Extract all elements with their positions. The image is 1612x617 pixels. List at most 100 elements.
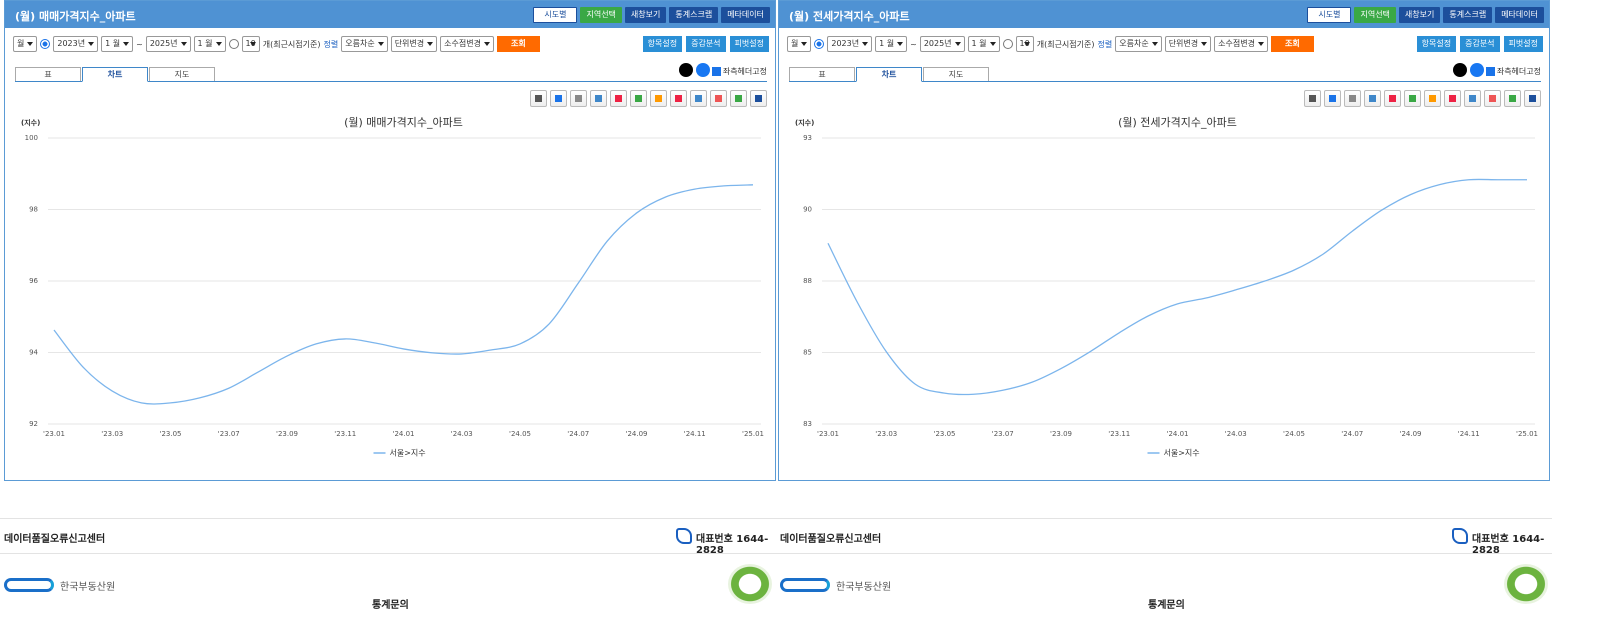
select[interactable]: 2023년	[53, 36, 99, 52]
tool-button[interactable]	[1304, 90, 1321, 107]
tool-icon	[1509, 95, 1516, 102]
search-button[interactable]: 조회	[496, 36, 540, 52]
select[interactable]: 단위변경	[390, 36, 438, 52]
x-tick-label: '23.05	[160, 430, 182, 438]
header-button[interactable]: 통계스크랩	[669, 7, 719, 23]
select[interactable]: 1 월	[875, 36, 908, 52]
phone-icon	[676, 528, 692, 544]
select[interactable]: 월	[787, 36, 812, 52]
side-button[interactable]: 항목설정	[642, 36, 683, 52]
tab[interactable]: 표	[789, 67, 855, 81]
tool-icon	[555, 95, 562, 102]
tool-button[interactable]	[1364, 90, 1381, 107]
tab[interactable]: 지도	[923, 67, 989, 81]
tool-button[interactable]	[710, 90, 727, 107]
select[interactable]: 10	[241, 36, 260, 52]
select[interactable]: 2025년	[145, 36, 191, 52]
tool-button[interactable]	[570, 90, 587, 107]
radio[interactable]	[814, 39, 825, 49]
tool-button[interactable]	[650, 90, 667, 107]
tab[interactable]: 차트	[856, 67, 922, 82]
radio[interactable]	[40, 39, 51, 49]
tab[interactable]: 지도	[149, 67, 215, 81]
tool-button[interactable]	[590, 90, 607, 107]
y-axis-label: (지수)	[795, 118, 814, 127]
label: 개(최근시점기준)	[262, 39, 321, 49]
radio[interactable]	[1002, 39, 1013, 49]
chart: (월) 매매가격지수_아파트 (지수) 92 94 96 98 100 '23.01 '23.0…	[21, 116, 764, 458]
tool-button[interactable]	[1464, 90, 1481, 107]
side-button[interactable]: 증감분석	[1460, 36, 1500, 52]
inquiry: 통계문의	[1148, 600, 1185, 611]
x-tick-label: '23.03	[875, 430, 897, 438]
checkbox[interactable]	[711, 67, 721, 76]
tool-button[interactable]	[610, 90, 627, 107]
tool-icon	[1309, 95, 1316, 102]
tool-button[interactable]	[1404, 90, 1421, 107]
x-tick-label: '24.09	[1400, 430, 1422, 438]
side-button[interactable]: 증감분석	[686, 36, 726, 52]
share-facebook[interactable]	[1470, 63, 1484, 77]
select[interactable]: 1 월	[967, 36, 1000, 52]
tool-button[interactable]	[1444, 90, 1461, 107]
select[interactable]: 단위변경	[1164, 36, 1212, 52]
checkbox[interactable]	[1485, 67, 1495, 76]
share-x[interactable]	[679, 63, 693, 77]
side-button[interactable]: 피벗설정	[1503, 36, 1543, 52]
header-button[interactable]: 지역선택	[1354, 7, 1396, 23]
tool-button[interactable]	[1384, 90, 1401, 107]
tool-button[interactable]	[1424, 90, 1441, 107]
x-tick-label: '23.07	[992, 430, 1014, 438]
header-button[interactable]: 지역선택	[580, 7, 622, 23]
tool-button[interactable]	[730, 90, 747, 107]
select[interactable]: 월	[13, 36, 38, 52]
footer: 데이터품질오류신고센터 대표번호 1644-2828 한국부동산원 통계문의	[776, 510, 1552, 617]
panel: (월) 전세가격지수_아파트 시도별 지역선택 새창보기 통계스크랩 메타데이터 월 2023…	[778, 0, 1550, 481]
share-x[interactable]	[1453, 63, 1467, 77]
header-button[interactable]: 메타데이터	[1495, 7, 1544, 23]
select[interactable]: 1 월	[193, 36, 226, 52]
tool-button[interactable]	[670, 90, 687, 107]
radio[interactable]	[228, 39, 239, 49]
tool-button[interactable]	[550, 90, 567, 107]
select[interactable]: 2025년	[919, 36, 965, 52]
select[interactable]: 2023년	[827, 36, 873, 52]
side-buttons: 항목설정 증감분석 피벗설정	[1416, 36, 1543, 52]
select[interactable]: 오름차순	[341, 36, 388, 52]
header-button[interactable]: 시도별	[533, 7, 578, 23]
select[interactable]: 소수점변경	[440, 36, 494, 52]
select[interactable]: 10	[1015, 36, 1034, 52]
report-center: 데이터품질오류신고센터	[4, 534, 106, 545]
select[interactable]: 소수점변경	[1214, 36, 1268, 52]
tab[interactable]: 차트	[82, 67, 148, 82]
header-buttons: 시도별 지역선택 새창보기 통계스크랩 메타데이터	[533, 7, 770, 23]
tool-button[interactable]	[630, 90, 647, 107]
tool-icon	[675, 95, 682, 102]
x-tick-label: '24.07	[567, 430, 589, 438]
header-button[interactable]: 새창보기	[1398, 7, 1441, 23]
tool-button[interactable]	[1344, 90, 1361, 107]
tool-button[interactable]	[1524, 90, 1541, 107]
share-facebook[interactable]	[696, 63, 710, 77]
search-button[interactable]: 조회	[1270, 36, 1314, 52]
tool-button[interactable]	[530, 90, 547, 107]
tool-icon	[1349, 95, 1356, 102]
tool-button[interactable]	[1504, 90, 1521, 107]
select[interactable]: 오름차순	[1115, 36, 1162, 52]
header-button[interactable]: 새창보기	[624, 7, 667, 23]
header-button[interactable]: 시도별	[1307, 7, 1352, 23]
select[interactable]: 1 월	[101, 36, 134, 52]
tool-button[interactable]	[690, 90, 707, 107]
side-button[interactable]: 피벗설정	[729, 36, 769, 52]
x-tick-label: '23.07	[218, 430, 240, 438]
header-button[interactable]: 메타데이터	[721, 7, 770, 23]
header-button[interactable]: 통계스크랩	[1443, 7, 1493, 23]
x-tick-label: '24.05	[1283, 430, 1305, 438]
tool-button[interactable]	[1484, 90, 1501, 107]
legend-label: 서울>지수	[1164, 449, 1200, 458]
tab[interactable]: 표	[15, 67, 81, 81]
tool-icon	[575, 95, 582, 102]
tool-button[interactable]	[1324, 90, 1341, 107]
side-button[interactable]: 항목설정	[1416, 36, 1457, 52]
tool-button[interactable]	[750, 90, 767, 107]
